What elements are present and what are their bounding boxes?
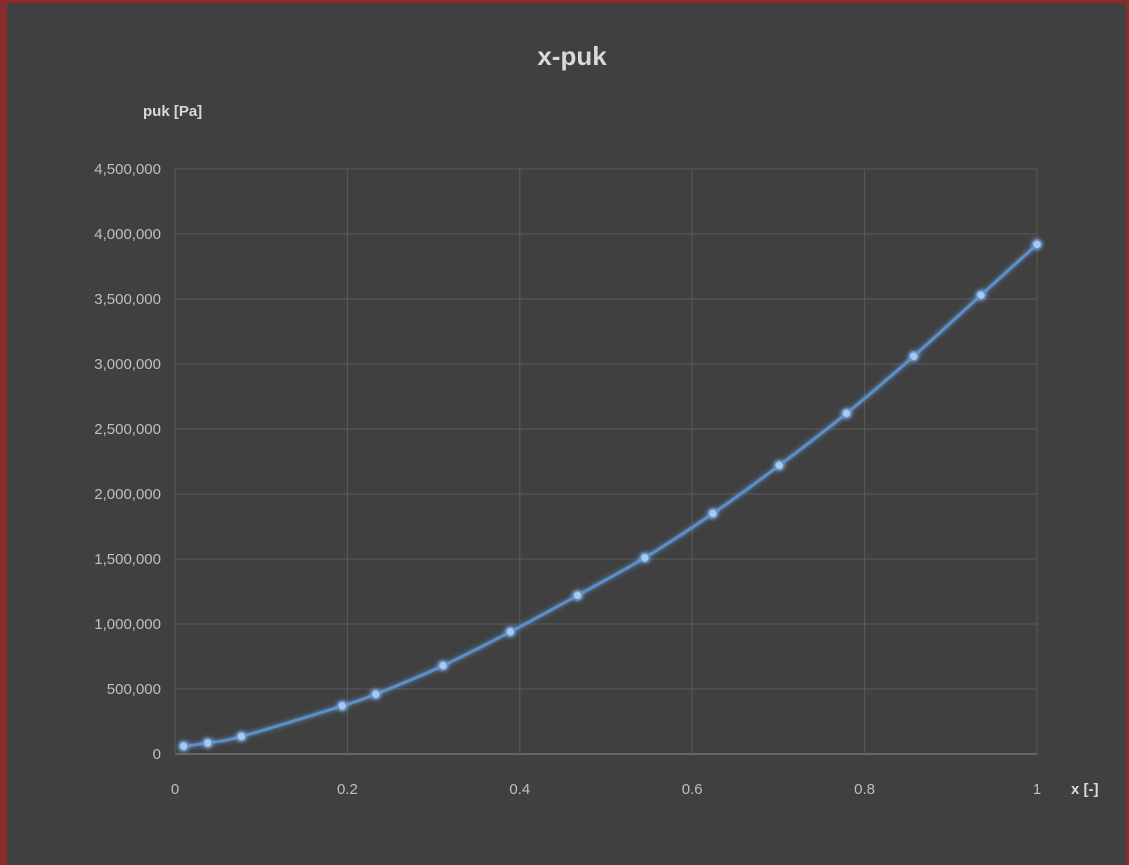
data-point (975, 289, 987, 301)
series-points (178, 239, 1043, 752)
data-point (639, 552, 651, 563)
data-point (505, 626, 516, 638)
y-tick-label: 4,000,000 (94, 226, 161, 243)
data-point (336, 700, 348, 712)
grid-lines (174, 168, 1038, 755)
y-tick-label: 0 (153, 746, 161, 763)
y-tick-label: 3,500,000 (94, 291, 161, 308)
y-tick-label: 4,500,000 (94, 161, 161, 178)
y-tick-label: 1,500,000 (94, 551, 161, 568)
data-point (437, 660, 449, 671)
data-point (841, 408, 852, 419)
series-line (183, 243, 1039, 748)
data-point (707, 508, 719, 519)
chart-title: x-puk (537, 41, 607, 71)
data-point (572, 590, 583, 601)
data-point (370, 688, 382, 700)
x-tick-label: 0 (171, 781, 179, 798)
y-axis-title: puk [Pa] (143, 103, 202, 120)
data-point (1031, 239, 1043, 250)
y-tick-label: 3,000,000 (94, 356, 161, 373)
data-point (236, 731, 247, 742)
x-tick-label: 0.2 (337, 781, 358, 798)
y-tick-labels: 0 500,000 1,000,000 1,500,000 2,000,000 2,500… (94, 161, 161, 763)
x-tick-label: 1 (1033, 781, 1041, 798)
chart-canvas: x-puk puk [Pa] 0 500,000 1,000,000 1,500,00… (94, 41, 1099, 798)
x-axis-title: x [-] (1071, 781, 1099, 798)
data-point (178, 740, 189, 752)
y-tick-label: 500,000 (107, 681, 161, 698)
data-point (202, 737, 214, 749)
data-point (908, 350, 919, 362)
y-tick-label: 2,000,000 (94, 486, 161, 503)
x-tick-label: 0.6 (682, 781, 703, 798)
data-point (774, 460, 785, 471)
x-tick-labels: 0 0.2 0.4 0.6 0.8 1 (171, 781, 1041, 798)
y-tick-label: 2,500,000 (94, 421, 161, 438)
y-tick-label: 1,000,000 (94, 616, 161, 633)
x-tick-label: 0.8 (854, 781, 875, 798)
x-tick-label: 0.4 (509, 781, 530, 798)
